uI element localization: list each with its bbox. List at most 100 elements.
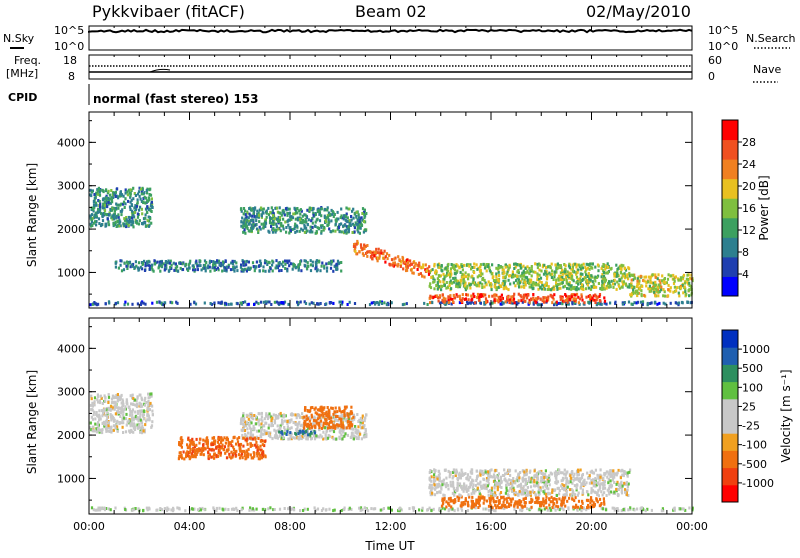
data-cell xyxy=(565,483,567,486)
data-cell xyxy=(291,414,293,417)
data-cell xyxy=(463,482,465,485)
data-cell xyxy=(469,482,471,485)
freq-label-2: [MHz] xyxy=(6,67,38,80)
data-cell xyxy=(258,214,260,217)
data-cell xyxy=(265,300,267,303)
data-cell xyxy=(470,471,472,474)
data-cell xyxy=(149,217,151,220)
data-cell xyxy=(191,507,193,510)
data-cell xyxy=(336,268,338,271)
data-cell xyxy=(518,476,520,479)
freq-label-1: Freq. xyxy=(14,54,41,67)
data-cell xyxy=(436,478,438,481)
data-cell xyxy=(538,269,540,272)
data-cell xyxy=(577,283,579,286)
data-cell xyxy=(246,414,248,417)
data-cell xyxy=(540,479,542,482)
data-cell xyxy=(260,435,262,438)
data-cell xyxy=(487,470,489,473)
data-cell xyxy=(590,491,592,494)
data-cell xyxy=(262,212,264,215)
data-cell xyxy=(379,300,381,303)
data-cell xyxy=(270,424,272,427)
data-cell xyxy=(200,508,202,511)
data-cell xyxy=(505,486,507,489)
data-cell xyxy=(513,508,515,511)
data-cell xyxy=(578,264,580,267)
data-cell xyxy=(513,293,515,296)
data-cell xyxy=(595,286,597,289)
data-cell xyxy=(274,229,276,232)
data-cell xyxy=(255,415,257,418)
data-cell xyxy=(498,472,500,475)
data-cell xyxy=(94,417,96,420)
data-cell xyxy=(651,273,653,276)
data-cell xyxy=(559,489,561,492)
data-cell xyxy=(166,507,168,510)
data-cell xyxy=(528,476,530,479)
data-cell xyxy=(108,223,110,226)
data-cell xyxy=(444,494,446,497)
data-cell xyxy=(132,197,134,200)
data-cell xyxy=(529,471,531,474)
data-cell xyxy=(495,506,497,509)
data-cell xyxy=(325,508,327,511)
data-cell xyxy=(297,413,299,416)
data-cell xyxy=(274,301,276,304)
data-cell xyxy=(574,293,576,296)
cpid-text: normal (fast stereo) 153 xyxy=(93,92,259,106)
data-cell xyxy=(521,278,523,281)
data-cell xyxy=(364,417,366,420)
data-cell xyxy=(532,489,534,492)
data-cell xyxy=(505,300,507,303)
data-cell xyxy=(551,506,553,509)
data-cell xyxy=(433,508,435,511)
data-cell xyxy=(244,228,246,231)
data-cell xyxy=(537,275,539,278)
data-cell xyxy=(106,213,108,216)
data-cell xyxy=(427,508,429,511)
data-cell xyxy=(486,500,488,503)
data-cell xyxy=(90,218,92,221)
data-cell xyxy=(535,297,537,300)
data-cell xyxy=(332,270,334,273)
data-cell xyxy=(454,509,456,512)
data-cell xyxy=(364,506,366,509)
data-cell xyxy=(312,261,314,264)
data-cell xyxy=(422,507,424,510)
data-cell xyxy=(99,200,101,203)
data-cell xyxy=(537,297,539,300)
data-cell xyxy=(538,488,540,491)
data-cell xyxy=(640,275,642,278)
data-cell xyxy=(389,264,391,267)
data-cell xyxy=(582,489,584,492)
data-cell xyxy=(366,255,368,258)
data-cell xyxy=(430,286,432,289)
data-cell xyxy=(497,477,499,480)
data-cell xyxy=(258,220,260,223)
data-cell xyxy=(561,302,563,305)
data-cell xyxy=(185,263,187,266)
data-cell xyxy=(478,499,480,502)
data-cell xyxy=(102,215,104,218)
data-cell xyxy=(521,478,523,481)
data-cell xyxy=(551,263,553,266)
data-cell xyxy=(506,489,508,492)
data-cell xyxy=(293,508,295,511)
data-cell xyxy=(472,486,474,489)
data-cell xyxy=(517,474,519,477)
data-cell xyxy=(172,509,174,512)
data-cell xyxy=(225,260,227,263)
data-cell xyxy=(140,302,142,305)
data-cell xyxy=(153,259,155,262)
data-cell xyxy=(354,230,356,233)
data-cell xyxy=(623,482,625,485)
data-cell xyxy=(123,201,125,204)
data-cell xyxy=(427,303,429,306)
data-cell xyxy=(263,208,265,211)
data-cell xyxy=(516,275,518,278)
data-cell xyxy=(500,481,502,484)
data-cell xyxy=(575,288,577,291)
data-cell xyxy=(417,268,419,271)
data-cell xyxy=(612,479,614,482)
